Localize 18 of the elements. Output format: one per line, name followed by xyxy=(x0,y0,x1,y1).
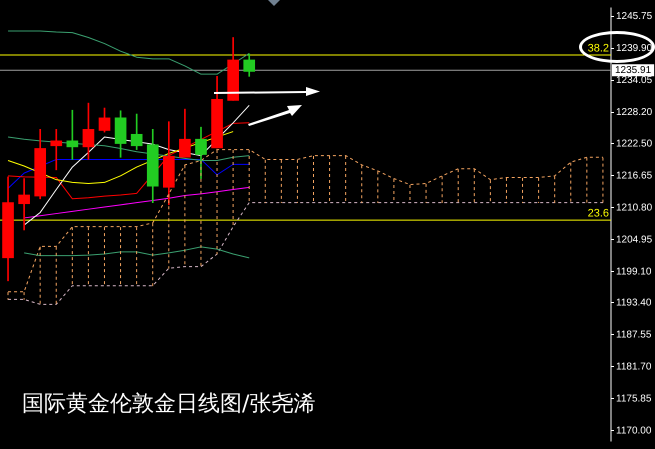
y-tick-label: 1222.50 xyxy=(616,138,653,150)
ref-line-label: 1235.91 xyxy=(615,65,652,76)
y-tick-label: 1216.65 xyxy=(616,170,653,182)
y-tick-label: 1228.20 xyxy=(616,107,653,118)
y-tick-label: 1170.00 xyxy=(616,425,652,436)
y-tick-label: 1210.80 xyxy=(616,202,653,214)
y-tick-label: 1187.55 xyxy=(616,329,652,340)
y-tick-label: 1175.85 xyxy=(616,393,652,404)
y-tick-label: 1181.70 xyxy=(616,361,652,372)
text: 国际黄金伦敦金日线图/张尧浠 xyxy=(22,392,316,417)
y-tick-label: 1193.40 xyxy=(616,297,652,308)
y-tick-label: 1199.10 xyxy=(616,266,652,278)
annotation: 23.6 xyxy=(588,208,609,220)
y-tick-label: 1204.95 xyxy=(616,234,653,246)
y-tick-label: 1245.75 xyxy=(616,11,653,22)
y-tick-label: 1239.90 xyxy=(616,43,653,54)
y-tick-label: 1234.05 xyxy=(616,75,653,86)
annotation: 38.2 xyxy=(588,42,609,55)
